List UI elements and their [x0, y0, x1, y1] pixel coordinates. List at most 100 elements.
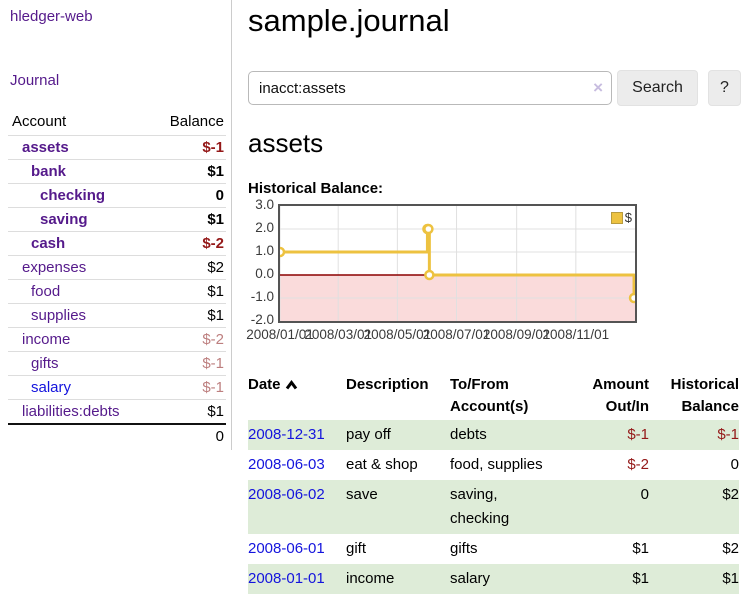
search-button[interactable]: Search: [617, 70, 698, 106]
account-row: cash $-2: [8, 231, 226, 256]
register-table-body: 2008-12-31 pay off debts $-1 $-1 2008-06…: [248, 420, 739, 594]
account-link[interactable]: salary: [31, 379, 72, 396]
y-axis-tick: -1.0: [250, 289, 274, 304]
transaction-accounts: saving, checking: [450, 486, 510, 527]
chevron-up-icon: [285, 377, 298, 394]
transaction-date-link[interactable]: 2008-06-02: [248, 486, 325, 503]
account-link[interactable]: bank: [31, 163, 67, 180]
x-axis-tick: 2008/11/01: [542, 327, 610, 342]
column-header-date[interactable]: Date: [248, 372, 346, 420]
transaction-balance: $1: [722, 570, 739, 587]
account-row: salary $-1: [8, 375, 226, 400]
transaction-amount: $1: [632, 540, 649, 557]
legend-label: $: [624, 210, 632, 225]
account-balance: $-1: [149, 135, 226, 160]
account-link[interactable]: gifts: [31, 355, 59, 372]
help-button[interactable]: ?: [708, 70, 741, 106]
transaction-description: save: [346, 486, 378, 503]
sidebar: hledger-web Journal Account Balance asse…: [0, 0, 232, 450]
balance-chart-svg: [280, 206, 635, 321]
y-axis-tick: 1.0: [255, 243, 274, 258]
account-link[interactable]: supplies: [31, 307, 87, 324]
account-balance: $1: [149, 159, 226, 184]
transaction-accounts: gifts: [450, 540, 478, 557]
x-axis-tick: 2008/01/01: [246, 327, 314, 342]
account-link[interactable]: assets: [22, 139, 69, 156]
accounts-total-value: 0: [149, 423, 226, 448]
accounts-table-body: assets $-1 bank $1 checking 0 saving $1 …: [8, 135, 226, 424]
column-header-balance: Historical Balance: [670, 376, 739, 415]
account-balance: $-1: [149, 375, 226, 400]
account-row: assets $-1: [8, 135, 226, 160]
account-row: bank $1: [8, 159, 226, 184]
account-link[interactable]: liabilities:debts: [22, 403, 120, 420]
transaction-amount: 0: [640, 486, 649, 503]
column-header-accounts: To/From Account(s): [450, 376, 529, 415]
account-balance: $-2: [149, 327, 226, 352]
account-row: expenses $2: [8, 255, 226, 280]
account-link[interactable]: checking: [40, 187, 106, 204]
account-row: checking 0: [8, 183, 226, 208]
search-input[interactable]: [248, 71, 612, 105]
page-title: sample.journal: [248, 3, 450, 38]
transaction-amount: $-1: [627, 426, 649, 443]
account-row: supplies $1: [8, 303, 226, 328]
register-header-row: Date Description To/From Account(s) Amou…: [248, 372, 739, 420]
chart-legend: $: [610, 210, 632, 225]
account-link[interactable]: cash: [31, 235, 66, 252]
transaction-description: income: [346, 570, 395, 587]
account-link[interactable]: saving: [40, 211, 88, 228]
y-axis-tick: 2.0: [255, 220, 274, 235]
account-link[interactable]: income: [22, 331, 71, 348]
accounts-table: Account Balance assets $-1 bank $1 check…: [8, 110, 226, 448]
y-axis-tick: 0.0: [255, 266, 274, 281]
account-balance: $1: [149, 279, 226, 304]
account-balance: $1: [149, 399, 226, 424]
transaction-accounts: salary: [450, 570, 491, 587]
app-title-link[interactable]: hledger-web: [10, 8, 93, 25]
account-link[interactable]: food: [31, 283, 61, 300]
transaction-amount: $1: [632, 570, 649, 587]
table-row: 2008-01-01 income salary $1 $1: [248, 564, 739, 594]
y-axis-tick: 3.0: [255, 197, 274, 212]
transaction-date-link[interactable]: 2008-01-01: [248, 570, 325, 587]
accounts-total-row: 0: [8, 423, 226, 448]
y-axis-tick: -2.0: [250, 312, 274, 327]
account-row: saving $1: [8, 207, 226, 232]
transaction-date-link[interactable]: 2008-12-31: [248, 426, 325, 443]
transaction-date-link[interactable]: 2008-06-03: [248, 456, 325, 473]
account-balance: $-2: [149, 231, 226, 256]
x-axis-tick: 2008/03/01: [304, 327, 372, 342]
x-axis-tick: 2008/09/01: [482, 327, 551, 342]
x-axis-tick: 2008/07/01: [422, 327, 491, 342]
chart-plot-area: $: [278, 204, 637, 323]
x-axis-tick: 2008/05/01: [363, 327, 432, 342]
historical-balance-chart: 3.0 2.0 1.0 0.0 -1.0 -2.0 $ 2008/01/01 2008/03…: [246, 197, 668, 346]
legend-swatch-icon: [610, 211, 623, 224]
transaction-description: gift: [346, 540, 367, 557]
chart-x-axis: 2008/01/01 2008/03/01 2008/05/01 2008/07/01…: [246, 327, 635, 345]
transaction-amount: $-2: [627, 456, 649, 473]
account-title: assets: [248, 128, 324, 158]
chart-title: Historical Balance:: [248, 180, 384, 197]
table-row: 2008-06-03 eat & shop food, supplies $-2…: [248, 450, 739, 480]
main-content: sample.journal × Search ? assets Histori…: [233, 0, 742, 594]
transaction-balance: 0: [730, 456, 739, 473]
account-balance: 0: [149, 183, 226, 208]
sidebar-item-journal[interactable]: Journal: [10, 72, 60, 89]
transaction-date-link[interactable]: 2008-06-01: [248, 540, 325, 557]
account-balance: $2: [149, 255, 226, 280]
transaction-accounts: debts: [450, 426, 487, 443]
account-link[interactable]: expenses: [22, 259, 87, 276]
transaction-description: pay off: [346, 426, 391, 443]
transaction-balance: $-1: [717, 426, 739, 443]
transaction-accounts: food, supplies: [450, 456, 543, 473]
account-row: food $1: [8, 279, 226, 304]
clear-search-icon[interactable]: ×: [593, 78, 603, 97]
table-row: 2008-06-01 gift gifts $1 $2: [248, 534, 739, 564]
register-table: Date Description To/From Account(s) Amou…: [248, 372, 739, 594]
accounts-header-balance: Balance: [169, 113, 224, 130]
account-balance: $1: [149, 207, 226, 232]
account-row: liabilities:debts $1: [8, 399, 226, 424]
column-header-description: Description: [346, 376, 429, 393]
